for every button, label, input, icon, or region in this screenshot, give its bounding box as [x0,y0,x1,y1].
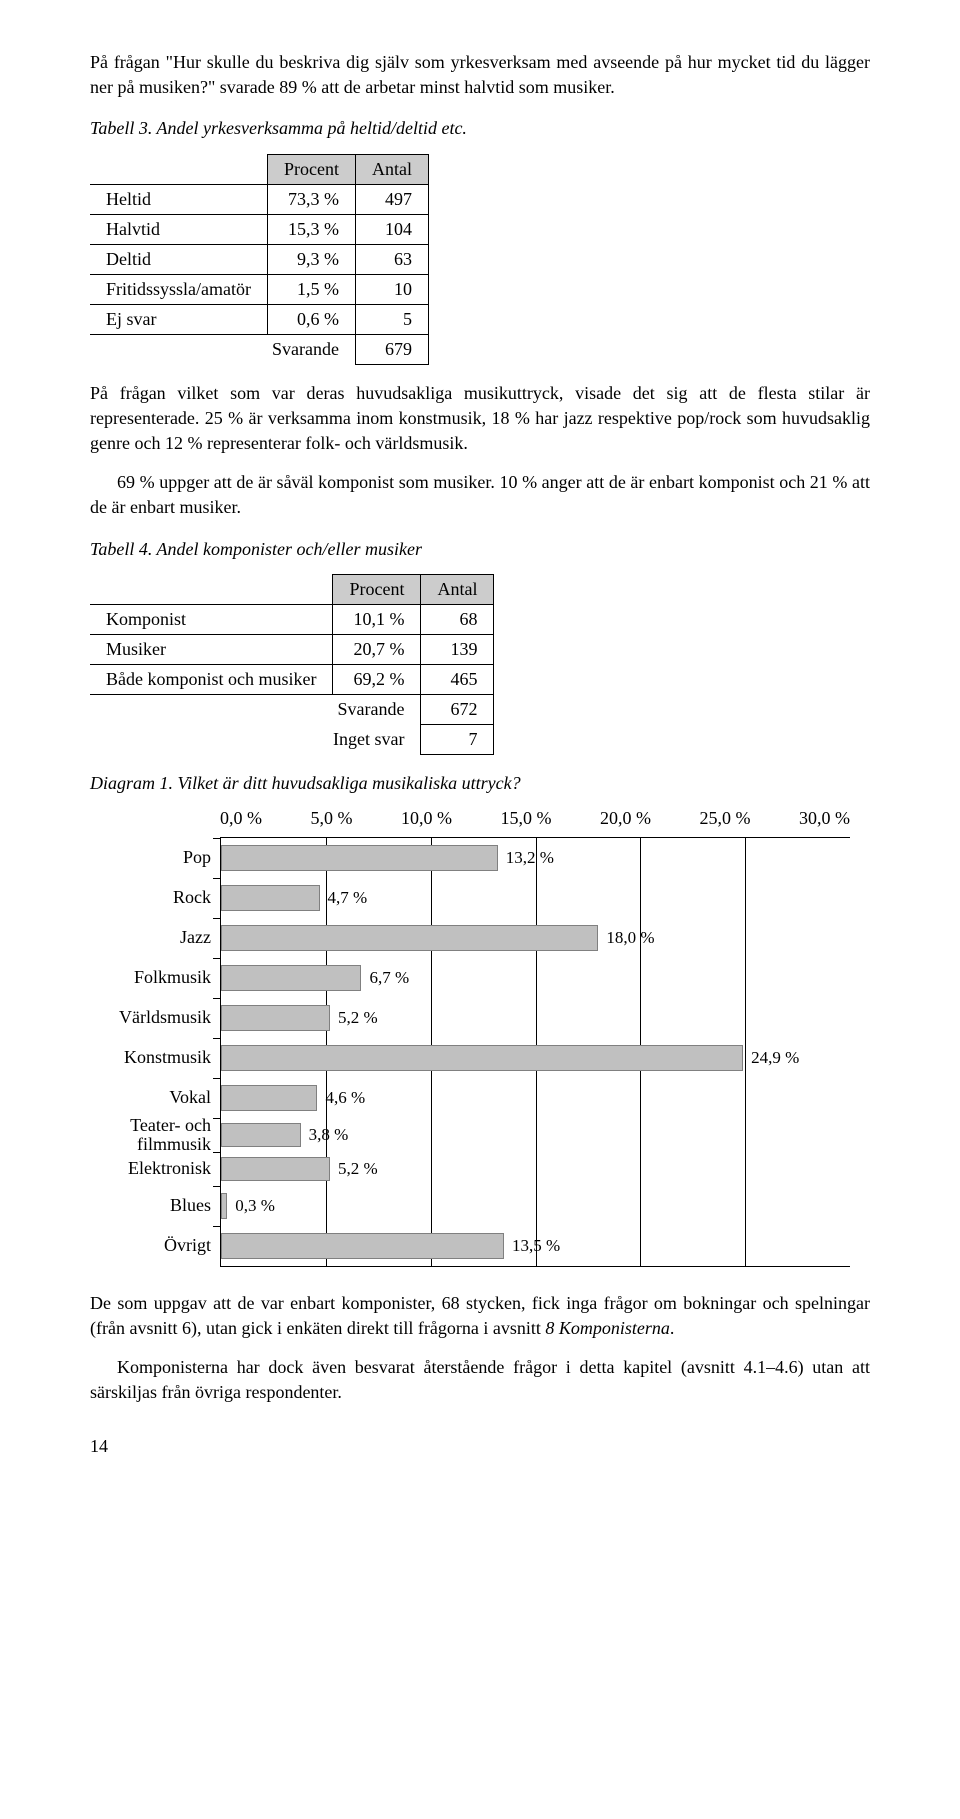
chart-category-label: Jazz [81,928,221,947]
chart-bar [221,885,320,911]
table3-caption: Tabell 3. Andel yrkesverksamma på heltid… [90,116,870,141]
axis-tick-label: 20,0 % [600,808,651,829]
chart-bar-row: Blues0,3 % [221,1186,850,1226]
table-summary: Inget svar7 [90,724,494,754]
chart-bar [221,1005,330,1031]
chart-category-label: Folkmusik [81,968,221,987]
axis-tick-label: 5,0 % [311,808,353,829]
table-header: Procent [268,154,356,184]
table-header: Antal [355,154,428,184]
chart-category-label: Rock [81,888,221,907]
body-paragraph-5: Komponisterna har dock även besvarat åte… [90,1355,870,1405]
chart-axis-labels: 0,0 % 5,0 % 10,0 % 15,0 % 20,0 % 25,0 % 30,0 % [220,808,850,829]
table4-caption: Tabell 4. Andel komponister och/eller mu… [90,537,870,562]
table-header: Antal [421,574,494,604]
table-row: Komponist10,1 %68 [90,604,494,634]
chart-bar-value: 3,8 % [309,1125,349,1145]
table-summary: Svarande672 [90,694,494,724]
chart-bar [221,1123,301,1147]
chart-bar-row: Teater- ochfilmmusik3,8 % [221,1118,850,1152]
chart-bar-value: 6,7 % [369,968,409,988]
body-paragraph-3: 69 % uppger att de är såväl komponist so… [90,470,870,520]
chart-bar-value: 5,2 % [338,1159,378,1179]
axis-tick-label: 30,0 % [799,808,850,829]
chart-bar-value: 5,2 % [338,1008,378,1028]
axis-tick-label: 10,0 % [401,808,452,829]
chart-bar [221,1157,330,1181]
page-number: 14 [90,1436,870,1457]
chart-plot: Pop13,2 %Rock4,7 %Jazz18,0 %Folkmusik6,7… [220,837,850,1267]
chart-bar-row: Jazz18,0 % [221,918,850,958]
table4: ProcentAntalKomponist10,1 %68Musiker20,7… [90,574,494,755]
chart-bar-value: 13,5 % [512,1236,560,1256]
table-row: Ej svar0,6 %5 [90,304,428,334]
chart-bar-row: Elektronisk5,2 % [221,1152,850,1186]
body-paragraph-4: De som uppgav att de var enbart komponis… [90,1291,870,1341]
table-row: Halvtid15,3 %104 [90,214,428,244]
chart-category-label: Vokal [81,1088,221,1107]
chart-bar-row: Rock4,7 % [221,878,850,918]
chart-bar-row: Folkmusik6,7 % [221,958,850,998]
axis-tick-label: 0,0 % [220,808,262,829]
chart-category-label: Elektronisk [81,1159,221,1178]
chart-category-label: Teater- ochfilmmusik [81,1116,221,1154]
diagram1-caption: Diagram 1. Vilket är ditt huvudsakliga m… [90,771,870,796]
chart-bar-value: 4,7 % [328,888,368,908]
chart-bar-value: 13,2 % [506,848,554,868]
chart-bar-row: Övrigt13,5 % [221,1226,850,1266]
chart-bar-row: Pop13,2 % [221,838,850,878]
table-row: Fritidssyssla/amatör1,5 %10 [90,274,428,304]
chart-bar [221,1045,743,1071]
axis-tick-label: 15,0 % [501,808,552,829]
chart-bar-row: Världsmusik5,2 % [221,998,850,1038]
chart-bar-row: Konstmusik24,9 % [221,1038,850,1078]
table-header: Procent [333,574,421,604]
table-row: Heltid73,3 %497 [90,184,428,214]
chart-bar [221,925,598,951]
table3: ProcentAntalHeltid73,3 %497Halvtid15,3 %… [90,154,429,365]
chart-category-label: Konstmusik [81,1048,221,1067]
body-paragraph-2: På frågan vilket som var deras huvudsakl… [90,381,870,457]
chart-category-label: Världsmusik [81,1008,221,1027]
chart-bar-row: Vokal4,6 % [221,1078,850,1118]
chart-bar-value: 4,6 % [325,1088,365,1108]
table-row: Deltid9,3 %63 [90,244,428,274]
chart-category-label: Pop [81,848,221,867]
chart-bar-value: 18,0 % [606,928,654,948]
table-row: Både komponist och musiker69,2 %465 [90,664,494,694]
diagram1-chart: 0,0 % 5,0 % 10,0 % 15,0 % 20,0 % 25,0 % 30,0 %… [90,808,870,1267]
chart-bar [221,1193,227,1219]
chart-category-label: Blues [81,1196,221,1215]
intro-paragraph: På frågan "Hur skulle du beskriva dig sj… [90,50,870,100]
axis-tick-label: 25,0 % [700,808,751,829]
chart-bar [221,1233,504,1259]
chart-bar-value: 24,9 % [751,1048,799,1068]
chart-bar-value: 0,3 % [235,1196,275,1216]
chart-bar [221,845,498,871]
chart-bar [221,1085,317,1111]
table-row: Musiker20,7 %139 [90,634,494,664]
table-summary: Svarande679 [90,334,428,364]
chart-category-label: Övrigt [81,1236,221,1255]
chart-bar [221,965,361,991]
